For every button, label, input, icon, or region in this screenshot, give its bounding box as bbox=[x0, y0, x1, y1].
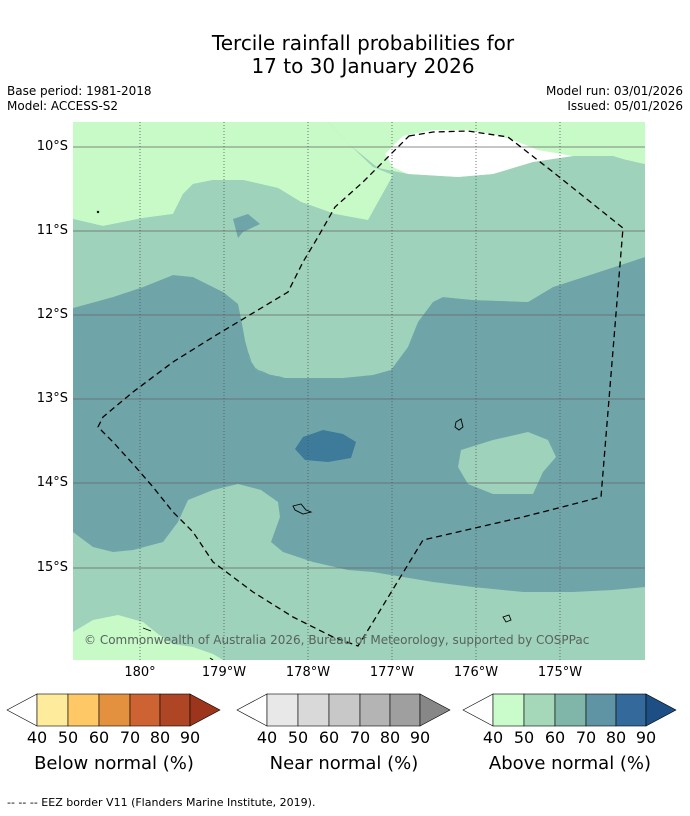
legend-above-swatch-1 bbox=[492, 693, 525, 727]
legend-tick: 60 bbox=[318, 728, 340, 747]
legend-tick: 80 bbox=[149, 728, 171, 747]
legend-above-swatch-4 bbox=[585, 693, 617, 727]
prob-zone-below-40 bbox=[385, 130, 573, 177]
legend-above-title: Above normal (%) bbox=[488, 753, 652, 774]
legend-near-swatch-3 bbox=[328, 693, 361, 727]
issued-date: Issued: 05/01/2026 bbox=[567, 99, 683, 113]
legend-tick: 70 bbox=[119, 728, 141, 747]
copyright-notice: © Commonwealth of Australia 2026, Bureau… bbox=[84, 633, 590, 647]
legend-tick: 50 bbox=[513, 728, 535, 747]
meta-left: Base period: 1981-2018 Model: ACCESS-S2 bbox=[7, 84, 152, 114]
legend-tick: 70 bbox=[575, 728, 597, 747]
legend-below-swatch-1 bbox=[36, 693, 69, 727]
lon-label-177w: 177°W bbox=[369, 665, 415, 680]
model-name: Model: ACCESS-S2 bbox=[7, 99, 119, 113]
legend-below-swatch-4 bbox=[129, 693, 161, 727]
legend-tick: 70 bbox=[349, 728, 371, 747]
lat-label-10s: 10°S bbox=[36, 139, 68, 154]
legend-above-colorbar bbox=[462, 693, 677, 727]
lat-label-13s: 13°S bbox=[36, 391, 68, 406]
legend-tick: 50 bbox=[57, 728, 79, 747]
legend-above-normal bbox=[462, 692, 678, 732]
legend-above-swatch-6 bbox=[645, 693, 677, 727]
eez-footnote: -- -- -- EEZ border V11 (Flanders Marine… bbox=[7, 796, 316, 809]
legend-below-title: Below normal (%) bbox=[34, 753, 194, 774]
prob-zone-60-east bbox=[458, 432, 556, 494]
legend-tick: 80 bbox=[605, 728, 627, 747]
legend-above-swatch-2 bbox=[523, 693, 556, 727]
legend-near-swatch-1 bbox=[266, 693, 299, 727]
legend-near-title: Near normal (%) bbox=[269, 753, 419, 774]
lat-label-15s: 15°S bbox=[36, 560, 68, 575]
title-line-2: 17 to 30 January 2026 bbox=[251, 54, 475, 78]
legend-near-normal bbox=[236, 692, 452, 732]
lon-label-178w: 178°W bbox=[285, 665, 331, 680]
legend-below-swatch-0 bbox=[6, 693, 38, 727]
prob-zone-60-south bbox=[73, 484, 645, 660]
base-period: Base period: 1981-2018 bbox=[7, 84, 152, 98]
legend-tick: 90 bbox=[635, 728, 657, 747]
lon-label-179w: 179°W bbox=[201, 665, 247, 680]
lon-label-180: 180° bbox=[124, 665, 156, 680]
map-title: Tercile rainfall probabilities for 17 to… bbox=[0, 32, 690, 78]
legend-tick: 80 bbox=[379, 728, 401, 747]
legend-above-swatch-3 bbox=[554, 693, 587, 727]
legend-below-swatch-5 bbox=[159, 693, 191, 727]
prob-zone-80 bbox=[295, 430, 356, 462]
model-run: Model run: 03/01/2026 bbox=[545, 84, 683, 98]
eez-border bbox=[97, 130, 624, 647]
title-line-1: Tercile rainfall probabilities for bbox=[211, 31, 515, 55]
legend-tick: 90 bbox=[409, 728, 431, 747]
prob-zone-50-northwest bbox=[73, 122, 393, 226]
lat-label-14s: 14°S bbox=[36, 475, 68, 490]
islands bbox=[96, 210, 512, 632]
legend-near-colorbar bbox=[236, 693, 451, 727]
lon-label-175w: 175°W bbox=[537, 665, 583, 680]
legend-below-normal bbox=[6, 692, 222, 732]
legend-tick: 40 bbox=[256, 728, 278, 747]
legend-near-swatch-2 bbox=[297, 693, 330, 727]
legend-tick: 40 bbox=[26, 728, 48, 747]
lat-label-12s: 12°S bbox=[36, 307, 68, 322]
legend-below-colorbar bbox=[6, 693, 221, 727]
prob-zone-60-central bbox=[73, 180, 645, 378]
legend-below-swatch-3 bbox=[98, 693, 131, 727]
legend-tick: 50 bbox=[287, 728, 309, 747]
map-panel bbox=[73, 122, 645, 660]
legend-tick: 60 bbox=[544, 728, 566, 747]
prob-blob-70 bbox=[233, 214, 260, 238]
legend-near-swatch-5 bbox=[389, 693, 421, 727]
legend-near-swatch-6 bbox=[419, 693, 451, 727]
legend-tick: 90 bbox=[179, 728, 201, 747]
legend-above-swatch-0 bbox=[462, 693, 494, 727]
graticule bbox=[73, 146, 645, 569]
meta-right: Model run: 03/01/2026 Issued: 05/01/2026 bbox=[546, 84, 683, 114]
legend-above-swatch-5 bbox=[615, 693, 647, 727]
legend-below-swatch-6 bbox=[189, 693, 221, 727]
legend-tick: 60 bbox=[88, 728, 110, 747]
prob-zone-50-south bbox=[73, 615, 223, 660]
legend-near-swatch-4 bbox=[359, 693, 391, 727]
legend-near-swatch-0 bbox=[236, 693, 268, 727]
legend-below-swatch-2 bbox=[67, 693, 100, 727]
legend-tick: 40 bbox=[482, 728, 504, 747]
lon-label-176w: 176°W bbox=[453, 665, 499, 680]
lat-label-11s: 11°S bbox=[36, 223, 68, 238]
map-svg bbox=[73, 122, 645, 660]
